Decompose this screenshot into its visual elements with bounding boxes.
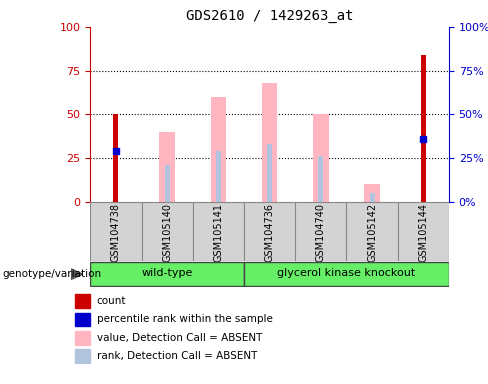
Text: GSM105140: GSM105140 (162, 203, 172, 262)
Bar (346, 202, 398, 261)
Text: rank, Detection Call = ABSENT: rank, Detection Call = ABSENT (97, 351, 257, 361)
Bar (295, 202, 346, 261)
Bar (160, 132, 175, 202)
Text: GSM105144: GSM105144 (418, 203, 428, 262)
Bar (75, 331, 90, 345)
Bar (164, 165, 170, 202)
Bar (313, 114, 328, 202)
Text: GSM104736: GSM104736 (264, 203, 275, 262)
Bar (142, 202, 193, 261)
Bar (75, 294, 90, 308)
Bar (75, 349, 90, 363)
Text: genotype/variation: genotype/variation (2, 269, 102, 279)
Bar (421, 55, 426, 202)
Bar (262, 83, 277, 202)
Bar (369, 193, 375, 202)
Text: GSM104738: GSM104738 (111, 203, 121, 262)
Bar (90, 202, 142, 261)
Bar (244, 202, 295, 261)
Bar (267, 144, 272, 202)
Bar (211, 97, 226, 202)
Bar (216, 151, 221, 202)
Bar (244, 262, 449, 286)
Bar (318, 156, 324, 202)
Text: glycerol kinase knockout: glycerol kinase knockout (277, 268, 416, 278)
Bar (193, 202, 244, 261)
Text: wild-type: wild-type (142, 268, 193, 278)
Text: GSM104740: GSM104740 (316, 203, 326, 262)
Bar (398, 202, 449, 261)
Text: value, Detection Call = ABSENT: value, Detection Call = ABSENT (97, 333, 262, 343)
Text: count: count (97, 296, 126, 306)
Bar (90, 262, 244, 286)
Title: GDS2610 / 1429263_at: GDS2610 / 1429263_at (186, 9, 353, 23)
Text: percentile rank within the sample: percentile rank within the sample (97, 314, 272, 324)
Bar (365, 184, 380, 202)
Text: GSM105142: GSM105142 (367, 203, 377, 262)
Bar (75, 313, 90, 326)
Polygon shape (71, 269, 83, 280)
Bar (113, 114, 119, 202)
Text: GSM105141: GSM105141 (213, 203, 224, 262)
